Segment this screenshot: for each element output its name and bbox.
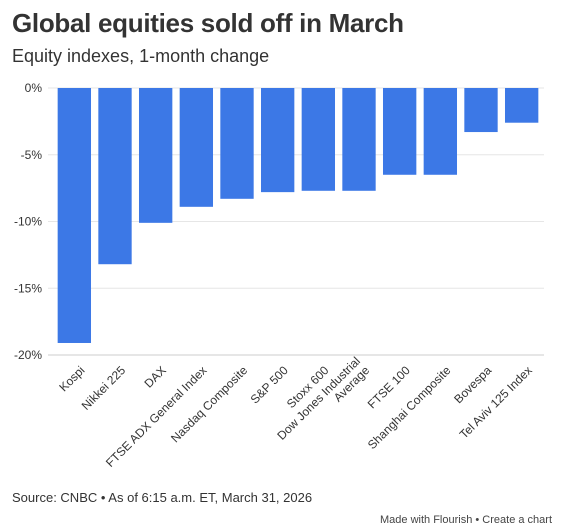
bar[interactable] xyxy=(464,88,498,133)
x-tick-label: Tel Aviv 125 Index xyxy=(457,363,535,441)
flourish-credit: Made with Flourish • Create a chart xyxy=(380,514,552,526)
source-note: Source: CNBC • As of 6:15 a.m. ET, March… xyxy=(12,490,313,505)
bar[interactable] xyxy=(342,88,376,191)
chart-title: Global equities sold off in March xyxy=(12,8,404,38)
y-tick-label: 0% xyxy=(25,81,43,95)
chart-subtitle: Equity indexes, 1-month change xyxy=(12,46,270,66)
bar[interactable] xyxy=(98,88,132,265)
credit-separator: • xyxy=(472,514,483,526)
made-with-flourish-link[interactable]: Made with Flourish xyxy=(380,514,473,526)
bar[interactable] xyxy=(138,88,173,223)
y-tick-label: -15% xyxy=(14,281,42,295)
x-tick-label: Nasdaq Composite xyxy=(168,363,250,445)
bar[interactable] xyxy=(504,88,539,123)
bar[interactable] xyxy=(179,88,214,207)
x-tick-label: Kospi xyxy=(56,363,87,394)
bar[interactable] xyxy=(301,88,336,191)
y-axis-ticks: 0% -5% -10% -15% -20% xyxy=(14,81,42,362)
y-tick-label: -5% xyxy=(21,148,43,162)
bar[interactable] xyxy=(57,88,92,343)
bar[interactable] xyxy=(260,88,295,193)
bar[interactable] xyxy=(423,88,458,175)
bar[interactable] xyxy=(382,88,417,175)
x-tick-label: DAX xyxy=(142,363,169,390)
y-tick-label: -20% xyxy=(14,348,42,362)
bar[interactable] xyxy=(220,88,254,199)
y-tick-label: -10% xyxy=(14,215,42,229)
bars xyxy=(57,88,539,343)
x-tick-label: Nikkei 225 xyxy=(79,363,129,413)
create-chart-link[interactable]: Create a chart xyxy=(482,514,552,526)
